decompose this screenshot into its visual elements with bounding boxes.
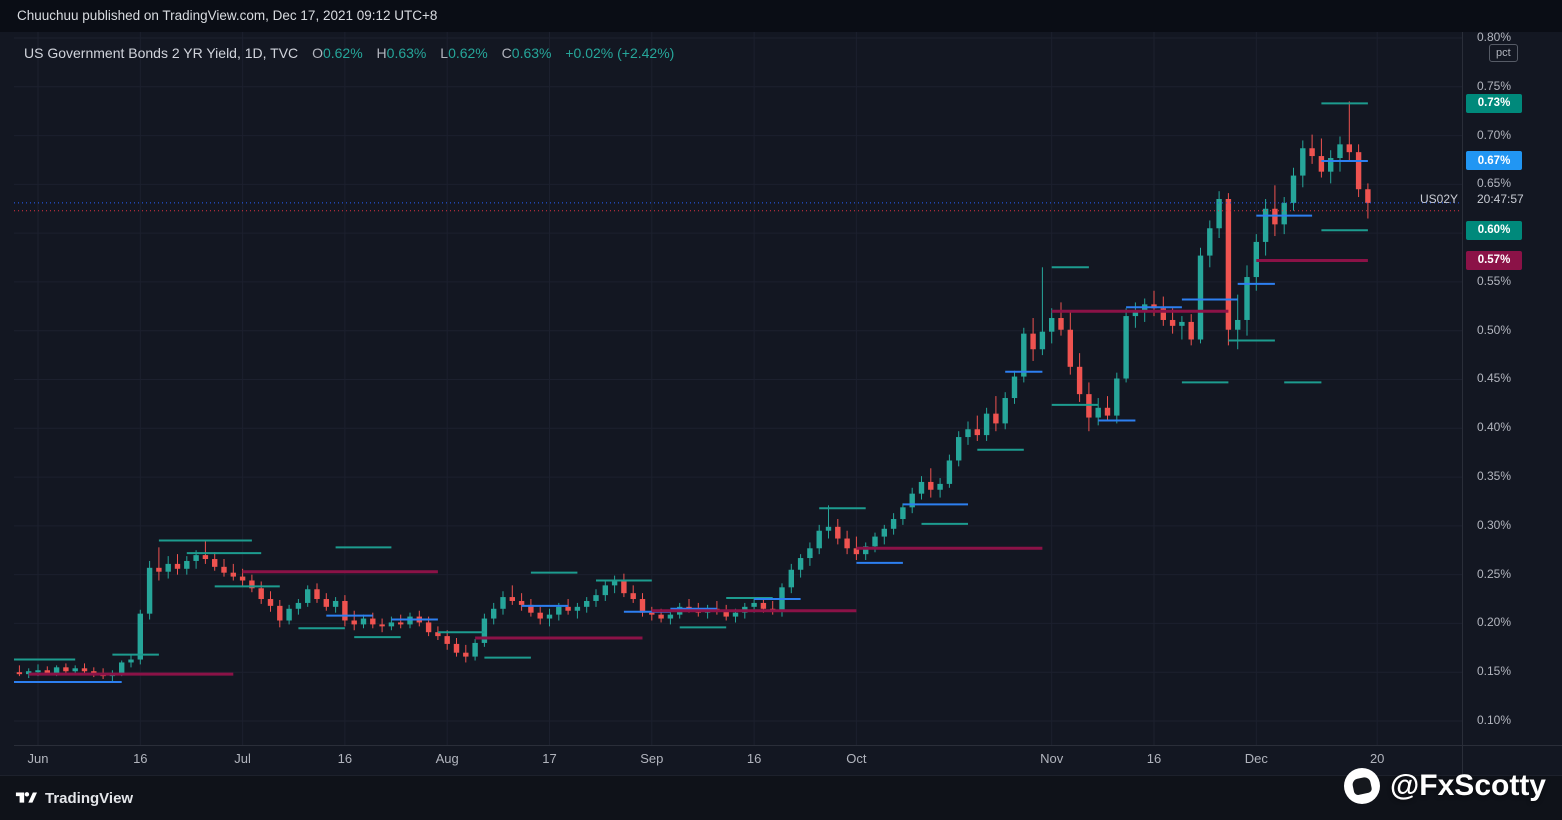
open-value: 0.62% <box>322 45 363 61</box>
fist-icon <box>1344 768 1381 804</box>
symbol-title: US Government Bonds 2 YR Yield, 1D, TVC <box>24 45 299 61</box>
footer-brand[interactable]: TradingView <box>45 789 134 807</box>
close-value: 0.63% <box>511 45 552 61</box>
publish-info-text: Chuuchuu published on TradingView.com, D… <box>17 8 438 23</box>
price-axis[interactable] <box>1462 32 1562 745</box>
bar-close-countdown: 20:47:57 <box>1477 192 1524 206</box>
high-value: 0.63% <box>386 45 427 61</box>
change-value: +0.02% (+2.42%) <box>565 45 675 61</box>
time-axis[interactable] <box>14 745 1462 775</box>
price-line-symbol-label: US02Y <box>1419 192 1458 206</box>
tradingview-logo <box>15 792 37 803</box>
watermark-handle: @FxScotty <box>1390 769 1546 802</box>
open-label: O <box>312 45 323 61</box>
axis-unit-badge[interactable]: pct <box>1489 44 1518 62</box>
high-label: H <box>376 45 387 61</box>
chart-legend: US Government Bonds 2 YR Yield, 1D, TVC … <box>24 45 674 61</box>
footer-bar: TradingView <box>0 775 1562 820</box>
low-label: L <box>440 45 449 61</box>
publish-info-bar: Chuuchuu published on TradingView.com, D… <box>0 0 1562 32</box>
close-label: C <box>501 45 512 61</box>
author-watermark: @FxScotty <box>1344 768 1546 804</box>
low-value: 0.62% <box>448 45 488 61</box>
